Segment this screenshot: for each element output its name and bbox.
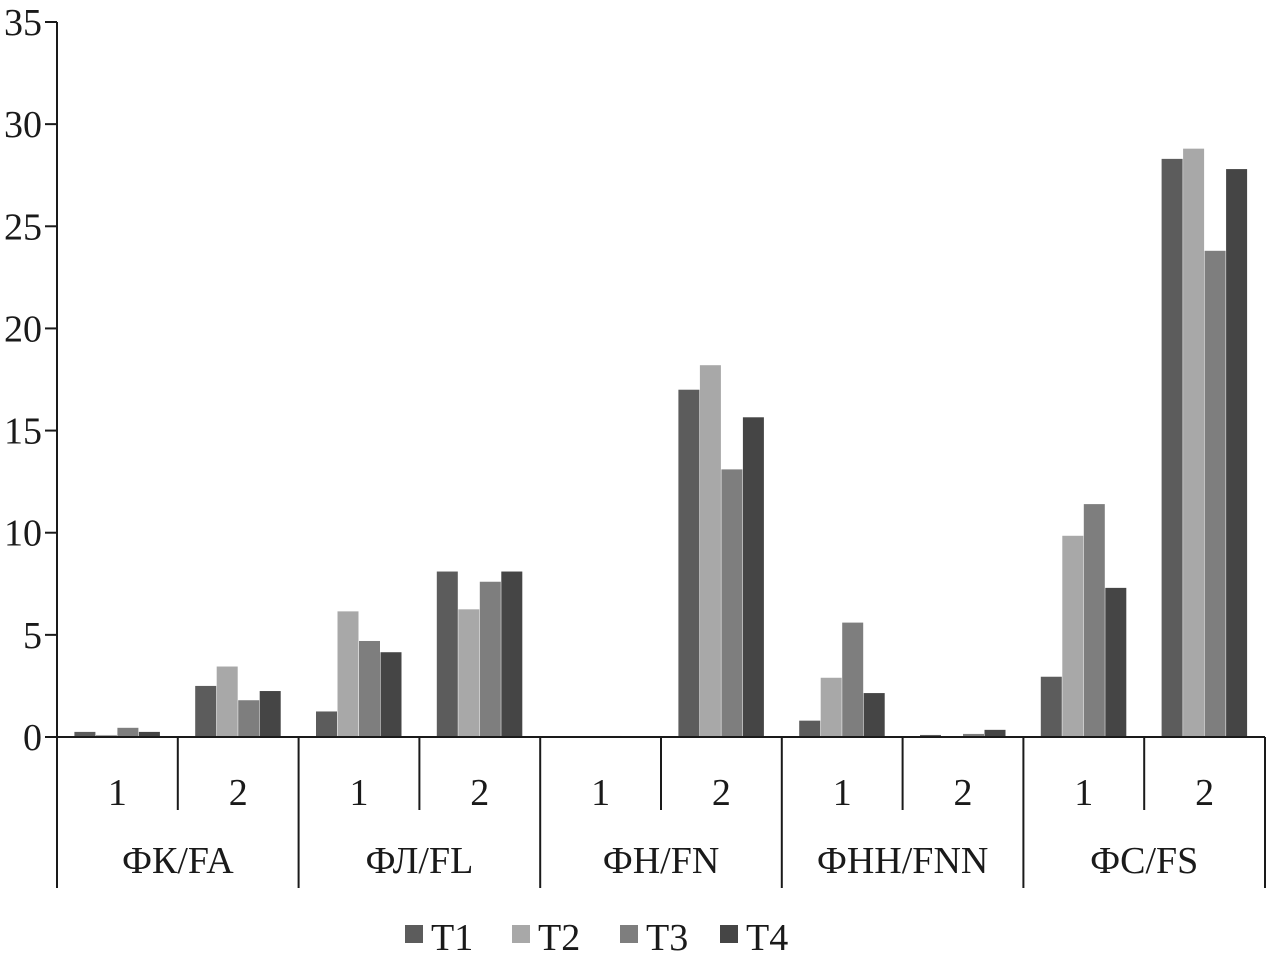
subcategory-label: 1 [833, 772, 852, 814]
y-tick-label: 20 [4, 308, 42, 350]
legend-swatch [512, 925, 530, 943]
bar-t4-3 [501, 571, 523, 737]
bar-t1-3 [436, 571, 458, 737]
bar-t2-6 [820, 677, 842, 737]
bar-t3-9 [1204, 250, 1226, 738]
bar-t3-5 [721, 469, 743, 737]
bar-t1-0 [74, 731, 96, 737]
legend-item-t3: T3 [620, 917, 688, 959]
legend-label: T1 [431, 917, 473, 959]
subcategory-label: 2 [229, 772, 248, 814]
bar-t1-1 [195, 685, 217, 737]
bar-t4-7 [984, 729, 1006, 737]
bar-t2-8 [1062, 535, 1084, 737]
bar-t1-2 [316, 711, 337, 737]
bar-t1-9 [1161, 158, 1183, 737]
bar-t4-6 [863, 693, 885, 737]
y-tick-label: 35 [4, 2, 42, 44]
bar-t4-1 [259, 691, 281, 737]
legend-label: T2 [538, 917, 580, 959]
legend-swatch [620, 925, 638, 943]
y-axis: 0 5 10 15 20 25 30 35 [4, 2, 58, 759]
legend: T1 T2 T3 T4 [405, 917, 788, 959]
subcategory-label: 2 [954, 772, 973, 814]
bar-t2-5 [699, 365, 721, 737]
bar-t4-0 [138, 731, 160, 737]
legend-item-t1: T1 [405, 917, 473, 959]
bar-t1-5 [678, 389, 700, 737]
bar-t2-2 [337, 611, 359, 737]
y-tick-label: 0 [23, 717, 42, 759]
bar-t3-2 [359, 640, 380, 737]
subcategory-label: 2 [712, 772, 731, 814]
bar-t2-1 [216, 666, 238, 737]
bars [74, 148, 1248, 738]
legend-swatch [720, 925, 738, 943]
y-tick-label: 25 [4, 206, 42, 248]
bar-t4-8 [1105, 587, 1127, 737]
bar-t3-1 [238, 700, 260, 737]
legend-swatch [405, 925, 423, 943]
subcategory-label: 1 [350, 772, 369, 814]
legend-label: T4 [746, 917, 788, 959]
y-tick-label: 30 [4, 104, 42, 146]
bar-t3-0 [117, 727, 139, 737]
group-label: ФНН/FNN [817, 840, 988, 882]
bar-t1-6 [799, 720, 821, 737]
bar-t1-7 [920, 734, 941, 737]
bar-t3-6 [842, 622, 864, 737]
subcategory-label: 2 [1195, 772, 1214, 814]
group-label: ФК/FA [122, 840, 234, 882]
bar-t4-5 [742, 417, 764, 737]
bar-t3-7 [963, 733, 984, 737]
group-label: ФН/FN [603, 840, 720, 882]
group-label: ФЛ/FL [365, 840, 473, 882]
bar-t4-9 [1226, 169, 1248, 738]
y-tick-label: 10 [4, 513, 42, 555]
bar-t2-0 [95, 734, 117, 737]
legend-item-t2: T2 [512, 917, 580, 959]
subcategory-label: 1 [591, 772, 610, 814]
legend-item-t4: T4 [720, 917, 788, 959]
bar-t1-8 [1040, 676, 1062, 737]
bar-t4-2 [380, 652, 402, 737]
subcategory-label: 1 [1074, 772, 1093, 814]
bar-t3-8 [1083, 504, 1105, 737]
x-axis: 1 2 ФК/FA 1 2 ФЛ/FL 1 2 ФН/FN 1 2 ФНН/FNN 1 2 ФС/FS [56, 736, 1266, 888]
bar-t2-3 [458, 609, 480, 737]
bar-t2-9 [1183, 148, 1205, 737]
y-tick-label: 15 [4, 411, 42, 453]
subcategory-label: 2 [470, 772, 489, 814]
bar-t3-3 [479, 581, 501, 737]
subcategory-label: 1 [108, 772, 127, 814]
y-tick-label: 5 [23, 615, 42, 657]
legend-label: T3 [646, 917, 688, 959]
group-label: ФС/FS [1090, 840, 1198, 882]
